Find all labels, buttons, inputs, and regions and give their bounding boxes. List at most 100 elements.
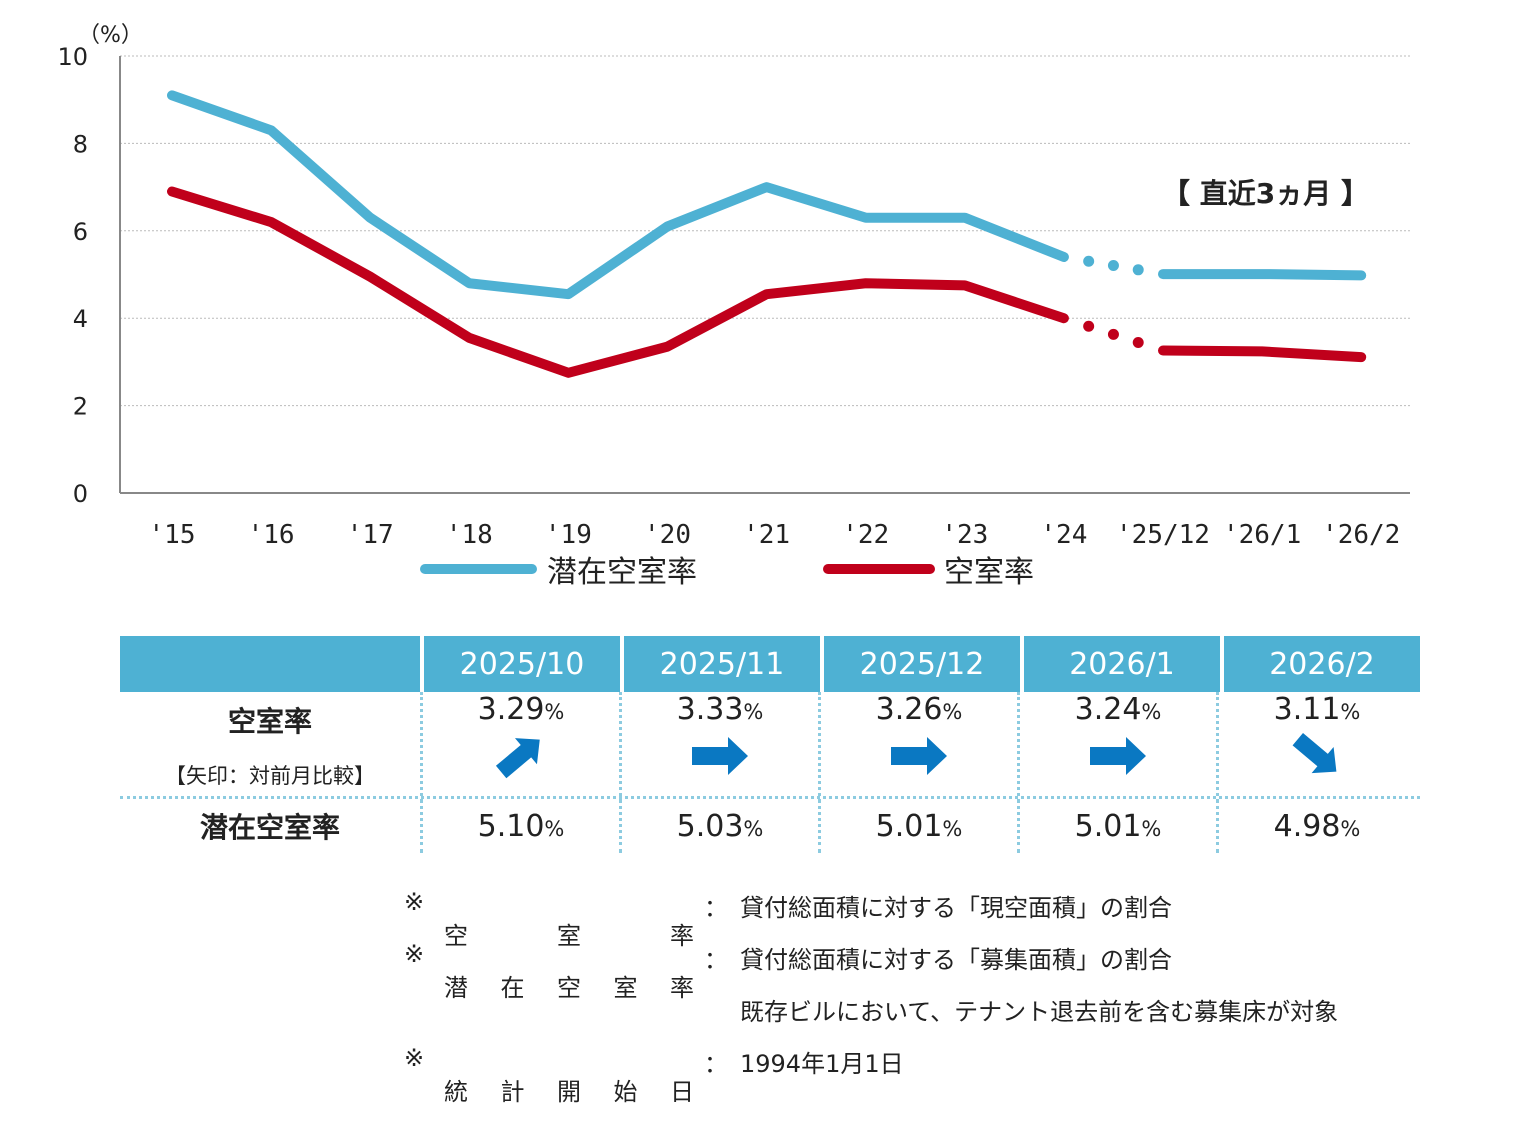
- x-tick-labels: '15 '16 '17 '18 '19 '20 '21 '22 '23 '24 '25/12 '26/…: [149, 520, 1401, 550]
- header-month: 2025/11: [620, 636, 820, 692]
- vacancy-value: 3.33: [676, 692, 744, 727]
- x-tick-label: '26/1: [1223, 520, 1301, 550]
- vacancy-row: 空室率 【矢印：対前月比較】 3.29% 3.33% 3.26% 3.24% 3…: [120, 692, 1420, 796]
- note-term-char: 空: [444, 922, 468, 950]
- axes: [119, 56, 1410, 494]
- note-term-char: 潜: [444, 974, 468, 1002]
- note-term-char: 空: [557, 974, 581, 1002]
- note-colon: ：: [704, 1050, 728, 1078]
- note-term-char: 室: [557, 922, 581, 950]
- potential-cell: 4.98%: [1216, 799, 1415, 853]
- potential-value: 4.98: [1273, 808, 1341, 844]
- legend-label: 空室率: [944, 555, 1034, 590]
- series-line: [167, 90, 1069, 300]
- y-tick-label: 4: [73, 305, 88, 333]
- arrow-note: 【矢印：対前月比較】: [165, 764, 375, 788]
- note-term-char: 在: [500, 974, 525, 1002]
- vacancy-value: 3.24: [1074, 692, 1142, 727]
- vacancy-value: 3.29: [477, 692, 545, 727]
- note-term: 潜 在 空 室 率: [444, 968, 694, 1003]
- x-tick-label: '26/2: [1322, 520, 1400, 550]
- percent-sign: %: [1340, 700, 1361, 724]
- note-vacancy: ※ 空 室 率 ： 貸付総面積に対する「現空面積」の割合: [404, 888, 1172, 950]
- vacancy-label: 空室率: [227, 705, 312, 738]
- arrow-shape: [495, 738, 540, 779]
- percent-sign: %: [743, 700, 764, 724]
- series-dot: [1107, 260, 1119, 272]
- y-tick-label: 6: [73, 218, 88, 246]
- vacancy-cell: 3.29%: [420, 692, 619, 796]
- series-dot: [1132, 336, 1144, 348]
- note-term-char: 率: [670, 974, 694, 1002]
- note-term: 統 計 開 始 日: [444, 1072, 694, 1107]
- potential-cell: 5.10%: [420, 799, 619, 853]
- potential-cell: 5.01%: [818, 799, 1017, 853]
- note-mark: ※: [404, 888, 425, 916]
- note-potential: ※ 潜 在 空 室 率 ： 貸付総面積に対する「募集面積」の割合: [404, 940, 1172, 1002]
- percent-sign: %: [1141, 700, 1162, 724]
- line-chart: 0 2 4 6 8 10 '15 '16 '17 '18 '19 '20 '21 '22 '23 '24 '2…: [57, 23, 1410, 590]
- right-arrow-icon: [891, 737, 947, 775]
- row-divider: [120, 796, 1420, 799]
- percent-sign: %: [544, 816, 565, 841]
- vacancy-cell: 3.11%: [1216, 692, 1415, 796]
- note-mark: ※: [404, 1044, 425, 1072]
- header-month: 2026/1: [1020, 636, 1220, 692]
- arrow-shape: [891, 737, 947, 775]
- arrow-shape: [692, 737, 748, 775]
- y-tick-label: 2: [73, 393, 88, 421]
- potential-cell: 5.03%: [619, 799, 818, 853]
- note-text: 貸付総面積に対する「現空面積」の割合: [740, 894, 1172, 922]
- y-tick-labels: 0 2 4 6 8 10: [57, 43, 88, 508]
- note-term-char: 始: [613, 1078, 638, 1106]
- potential-value: 5.01: [875, 808, 943, 844]
- x-tick-label: '16: [248, 520, 295, 550]
- x-tick-label: '24: [1040, 520, 1087, 550]
- x-tick-label: '21: [743, 520, 790, 550]
- note-term-char: 開: [557, 1078, 581, 1106]
- percent-sign: %: [743, 816, 764, 841]
- series-dot: [1132, 264, 1144, 276]
- vacancy-cell: 3.26%: [818, 692, 1017, 796]
- percent-sign: %: [1141, 816, 1162, 841]
- note-colon: ：: [704, 946, 728, 974]
- vacancy-cell: 3.33%: [619, 692, 818, 796]
- potential-vacancy-row: 潜在空室率 5.10% 5.03% 5.01% 5.01% 4.98%: [120, 799, 1420, 853]
- note-text: 既存ビルにおいて、テナント退去前を含む募集床が対象: [740, 998, 1339, 1026]
- table-header-row: 2025/10 2025/11 2025/12 2026/1 2026/2: [120, 636, 1420, 692]
- right-arrow-icon: [692, 737, 748, 775]
- x-tick-label: '25/12: [1116, 520, 1210, 550]
- header-month: 2025/10: [420, 636, 620, 692]
- arrow-shape: [1090, 737, 1146, 775]
- note-term-char: 率: [670, 922, 694, 950]
- note-start-date: ※ 統 計 開 始 日 ： 1994年1月1日: [404, 1044, 904, 1106]
- percent-sign: %: [942, 700, 963, 724]
- vacancy-value: 3.11: [1273, 692, 1341, 727]
- percent-sign: %: [942, 816, 963, 841]
- down-right-arrow-icon: [1292, 733, 1337, 774]
- header-month: 2026/2: [1220, 636, 1420, 692]
- series-line: [167, 186, 1069, 378]
- percent-sign: %: [1340, 816, 1361, 841]
- right-arrow-icon: [1090, 737, 1146, 775]
- potential-label-cell: 潜在空室率: [120, 799, 420, 853]
- x-tick-label: '15: [149, 520, 196, 550]
- note-term-char: 日: [670, 1078, 694, 1106]
- series-lines: [167, 90, 1367, 378]
- series-line: [1158, 269, 1367, 281]
- note-colon: ：: [704, 894, 728, 922]
- note-text: 1994年1月1日: [740, 1050, 904, 1078]
- potential-cell: 5.01%: [1017, 799, 1216, 853]
- potential-value: 5.01: [1074, 808, 1142, 844]
- y-tick-label: 10: [57, 43, 88, 71]
- legend-label: 潜在空室率: [547, 555, 697, 590]
- header-blank-cell: [120, 636, 420, 692]
- vacancy-value: 3.26: [875, 692, 943, 727]
- note-text: 貸付総面積に対する「募集面積」の割合: [740, 946, 1172, 974]
- note-term-char: 計: [500, 1078, 525, 1106]
- x-tick-label: '20: [644, 520, 691, 550]
- recent-3-months-label: 【 直近3ヵ月 】: [1162, 177, 1369, 210]
- vacancy-label-cell: 空室率 【矢印：対前月比較】: [120, 692, 420, 796]
- potential-label: 潜在空室率: [199, 811, 340, 844]
- series-dot: [1107, 328, 1119, 340]
